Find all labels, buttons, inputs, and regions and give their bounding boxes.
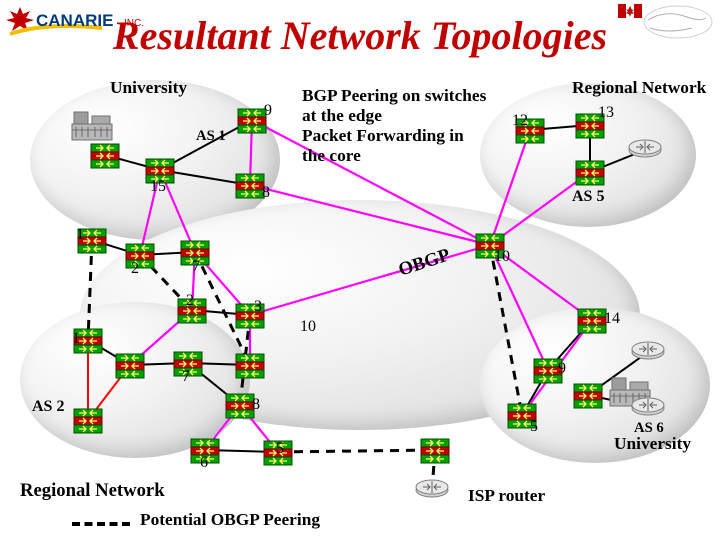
switch-icon [578,309,606,333]
switch-icon [238,109,266,133]
label-university-tl: University [110,78,187,98]
switch-icon [236,174,264,198]
n-bl2: 2 [186,292,194,310]
router-icon [629,140,661,157]
building-icon [72,112,112,140]
n-bl5: 5 [276,440,284,458]
n-bl1: 1 [72,330,80,348]
n-12: 12 [512,112,528,130]
n-m1: 1 [76,226,84,244]
n-14: 14 [604,310,620,328]
legend-dash-icon [72,522,130,526]
n-9r: 9 [558,360,566,378]
n-bl8: 8 [252,396,260,414]
label-university-br: University [614,434,691,454]
n-bl10: 10 [300,318,316,336]
bgp-text-block: BGP Peering on switches at the edge Pack… [302,86,486,166]
n-9: 9 [264,102,272,120]
switch-icon [74,409,102,433]
switch-icon [576,161,604,185]
n-10r: 10 [494,248,510,266]
label-regional-tr: Regional Network [572,78,706,98]
switch-icon [116,354,144,378]
n-8: 8 [262,184,270,202]
label-as2: AS 2 [32,398,64,416]
n-bl6: 6 [200,454,208,472]
n-bl7: 7 [182,368,190,386]
n-5r: 5 [530,418,538,436]
switch-icon [421,439,449,463]
router-icon [416,480,448,497]
n-13: 13 [598,104,614,122]
switch-icon [91,144,119,168]
label-as5: AS 5 [572,188,604,206]
switch-icon [236,354,264,378]
n-m7: 7 [192,258,200,276]
label-as1: AS 1 [196,128,226,145]
legend-text: Potential OBGP Peering [140,510,320,530]
label-regional-bl: Regional Network [20,480,165,502]
n-bl3: 3 [254,298,262,316]
label-isp-router: ISP router [468,486,545,506]
n-15: 15 [150,178,166,196]
router-icon [632,398,664,415]
switch-icon [574,384,602,408]
switch-icon [226,394,254,418]
router-icon [632,342,664,359]
n-m2: 2 [131,260,139,278]
